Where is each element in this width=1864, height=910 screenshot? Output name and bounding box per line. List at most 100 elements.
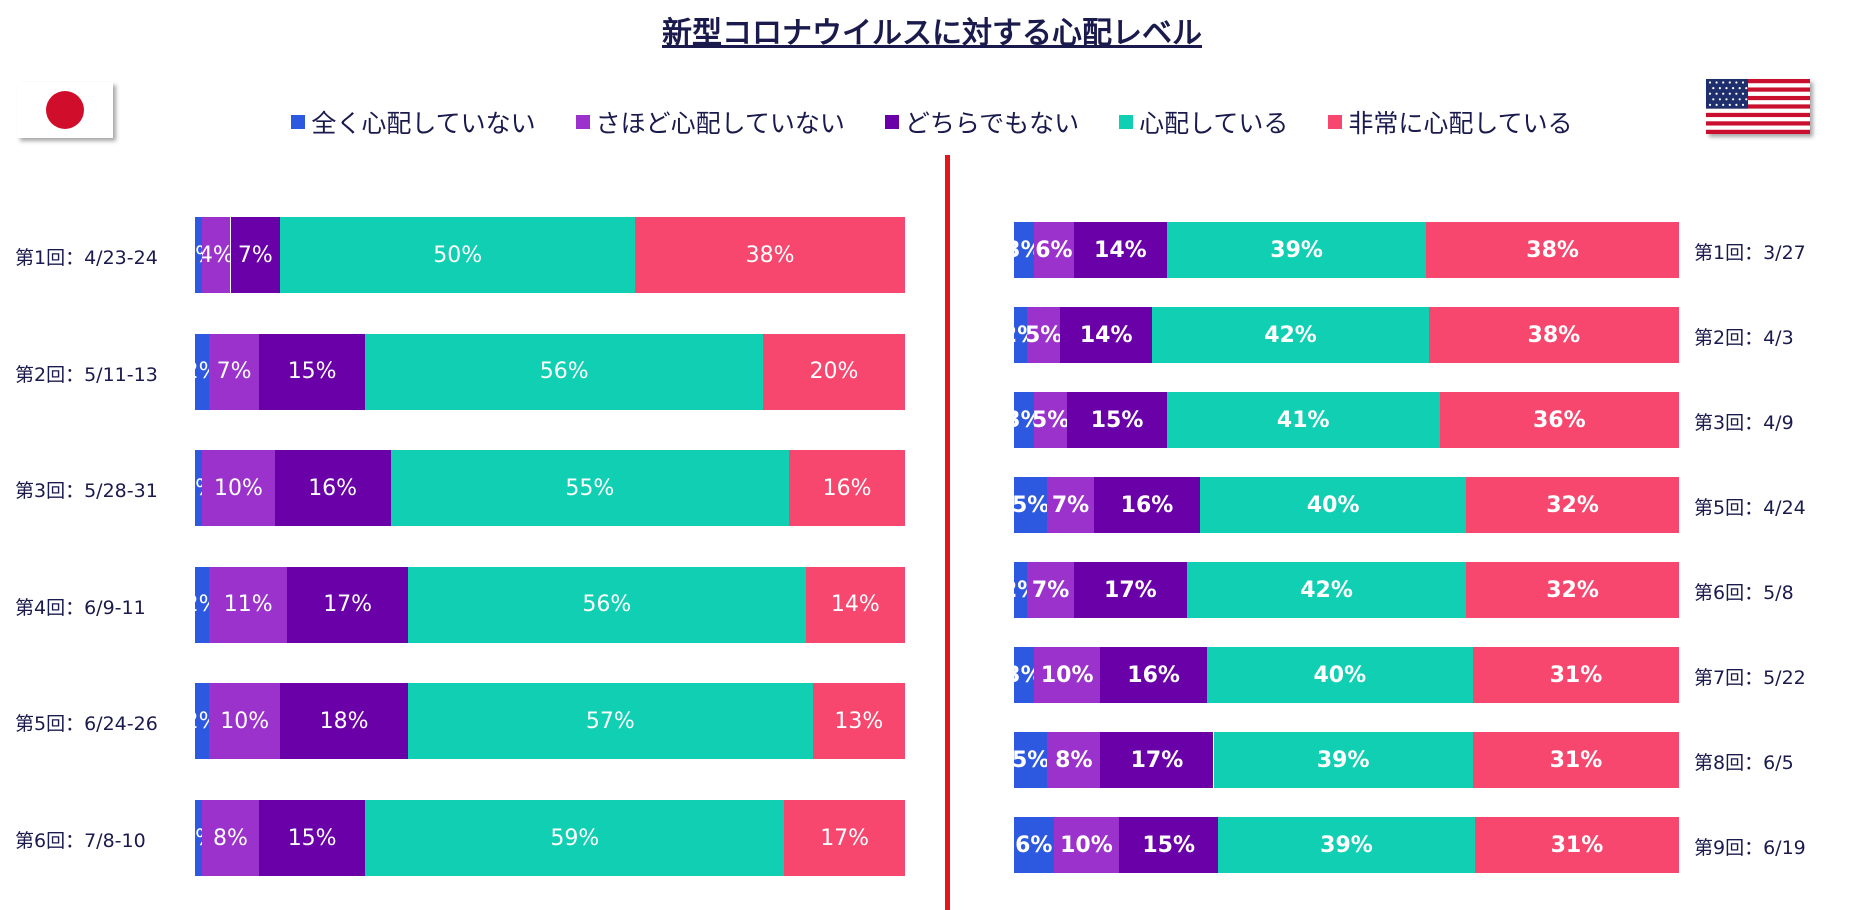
bar-segment: 56%: [365, 333, 763, 410]
bar-segment: 6%: [1033, 222, 1074, 278]
bar-segment: 41%: [1166, 392, 1440, 448]
bar-segment: 55%: [390, 450, 790, 527]
bar-segment: 10%: [1033, 647, 1101, 703]
legend-label: 非常に心配している: [1348, 109, 1573, 138]
bar-segment: 42%: [1152, 307, 1429, 363]
category-label: 第1回：3/27: [1694, 242, 1806, 264]
category-label: 第9回：6/19: [1694, 837, 1806, 859]
category-label: 第5回：4/24: [1694, 497, 1806, 519]
category-label: 第3回：5/28-31: [15, 480, 158, 503]
bar-segment: 15%: [1119, 817, 1219, 873]
bar-segment: 5%: [1014, 477, 1048, 533]
bar-segment: 42%: [1186, 562, 1467, 618]
bar-segment: 39%: [1218, 817, 1475, 873]
bar-segment: 10%: [209, 683, 281, 760]
bar-segment: 38%: [1426, 222, 1679, 278]
legend-item: さほど心配していない: [575, 104, 845, 140]
bar-segment: 13%: [812, 683, 905, 760]
bar-segment: 36%: [1439, 392, 1679, 448]
bar-segment: 18%: [280, 683, 408, 760]
legend-label: 全く心配していない: [311, 109, 536, 138]
bar-segment: 20%: [763, 333, 905, 410]
bar-segment: 39%: [1213, 732, 1473, 788]
bar-segment: 16%: [789, 450, 905, 527]
legend-swatch: [1328, 115, 1343, 129]
bar-segment: 16%: [274, 450, 391, 527]
bar-segment: 59%: [365, 800, 785, 876]
bar-segment: 15%: [1067, 392, 1167, 448]
bar-segment: 14%: [1073, 222, 1167, 278]
legend-swatch: [884, 115, 899, 129]
bar-segment: 2%: [1014, 562, 1028, 618]
bar-segment: 14%: [1060, 307, 1153, 363]
bar-segment: 39%: [1166, 222, 1427, 278]
bar-segment: 4%: [202, 217, 231, 293]
japan-flag-sun: [46, 91, 84, 129]
bar-segment: 50%: [280, 217, 636, 293]
bar-segment: 8%: [1047, 732, 1101, 788]
bar-segment: 38%: [1428, 307, 1679, 363]
category-label: 第1回：4/23-24: [15, 247, 158, 269]
bar-segment: 17%: [1073, 562, 1187, 618]
legend-label: どちらでもない: [904, 109, 1080, 138]
legend-label: さほど心配していない: [595, 109, 845, 138]
bar-segment: 7%: [1047, 477, 1094, 533]
bar-segment: 3%: [1014, 647, 1034, 703]
bar-segment: 2%: [195, 566, 210, 643]
category-label: 第4回：6/9-11: [15, 596, 146, 619]
legend-swatch: [1119, 115, 1134, 129]
bar-segment: 5%: [1033, 392, 1068, 448]
bar-segment: 40%: [1200, 477, 1467, 533]
bar-segment: 2%: [1014, 307, 1028, 363]
bar-segment: 1%: [195, 450, 203, 527]
bar-segment: 2%: [195, 333, 210, 410]
bar-segment: 57%: [408, 683, 813, 760]
category-label: 第3回：4/9: [1694, 412, 1794, 434]
bar-segment: 5%: [1027, 307, 1061, 363]
bar-segment: 2%: [195, 683, 210, 760]
bar-segment: 31%: [1474, 817, 1679, 873]
category-label: 第6回：5/8: [1694, 582, 1794, 604]
bar-segment: 11%: [209, 566, 288, 643]
bar-segment: 15%: [258, 800, 366, 876]
bar-segment: 10%: [202, 450, 275, 527]
legend-swatch: [291, 115, 306, 129]
bar-segment: 40%: [1206, 647, 1473, 703]
category-label: 第5回：6/24-26: [15, 713, 158, 736]
legend-swatch: [575, 115, 590, 129]
bar-segment: 5%: [1014, 732, 1048, 788]
bar-segment: 7%: [1027, 562, 1074, 618]
bar-segment: 16%: [1093, 477, 1201, 533]
bar-segment: 7%: [209, 333, 259, 410]
center-divider: [945, 155, 950, 910]
bar-segment: 32%: [1466, 562, 1679, 618]
bar-segment: 3%: [1014, 222, 1034, 278]
category-label: 第7回：5/22: [1694, 667, 1806, 689]
bar-segment: 10%: [1053, 817, 1120, 873]
bar-segment: 8%: [202, 800, 259, 876]
bar-segment: 17%: [784, 800, 905, 876]
bar-segment: 16%: [1100, 647, 1207, 703]
bar-segment: 1%: [195, 217, 203, 293]
legend-item: 非常に心配している: [1328, 104, 1573, 140]
bar-segment: 1%: [195, 800, 203, 876]
bar-segment: 31%: [1472, 732, 1679, 788]
bar-segment: 3%: [1014, 392, 1034, 448]
chart-title: 新型コロナウイルスに対する心配レベル: [662, 16, 1202, 51]
legend-item: どちらでもない: [884, 104, 1080, 140]
category-label: 第8回：6/5: [1694, 752, 1794, 774]
legend-item: 心配している: [1119, 104, 1288, 140]
category-label: 第2回：4/3: [1694, 327, 1794, 349]
bar-segment: 7%: [230, 217, 281, 293]
category-label: 第6回：7/8-10: [15, 830, 146, 852]
bar-segment: 31%: [1472, 647, 1679, 703]
bar-segment: 17%: [1100, 732, 1214, 788]
bar-segment: 17%: [287, 566, 408, 643]
bar-segment: 38%: [635, 217, 905, 293]
japan-flag-icon: [17, 82, 113, 138]
category-label: 第2回：5/11-13: [15, 363, 158, 386]
bar-segment: 56%: [408, 566, 806, 643]
legend-item: 全く心配していない: [291, 104, 536, 140]
bar-segment: 15%: [258, 333, 366, 410]
bar-segment: 14%: [805, 566, 905, 643]
